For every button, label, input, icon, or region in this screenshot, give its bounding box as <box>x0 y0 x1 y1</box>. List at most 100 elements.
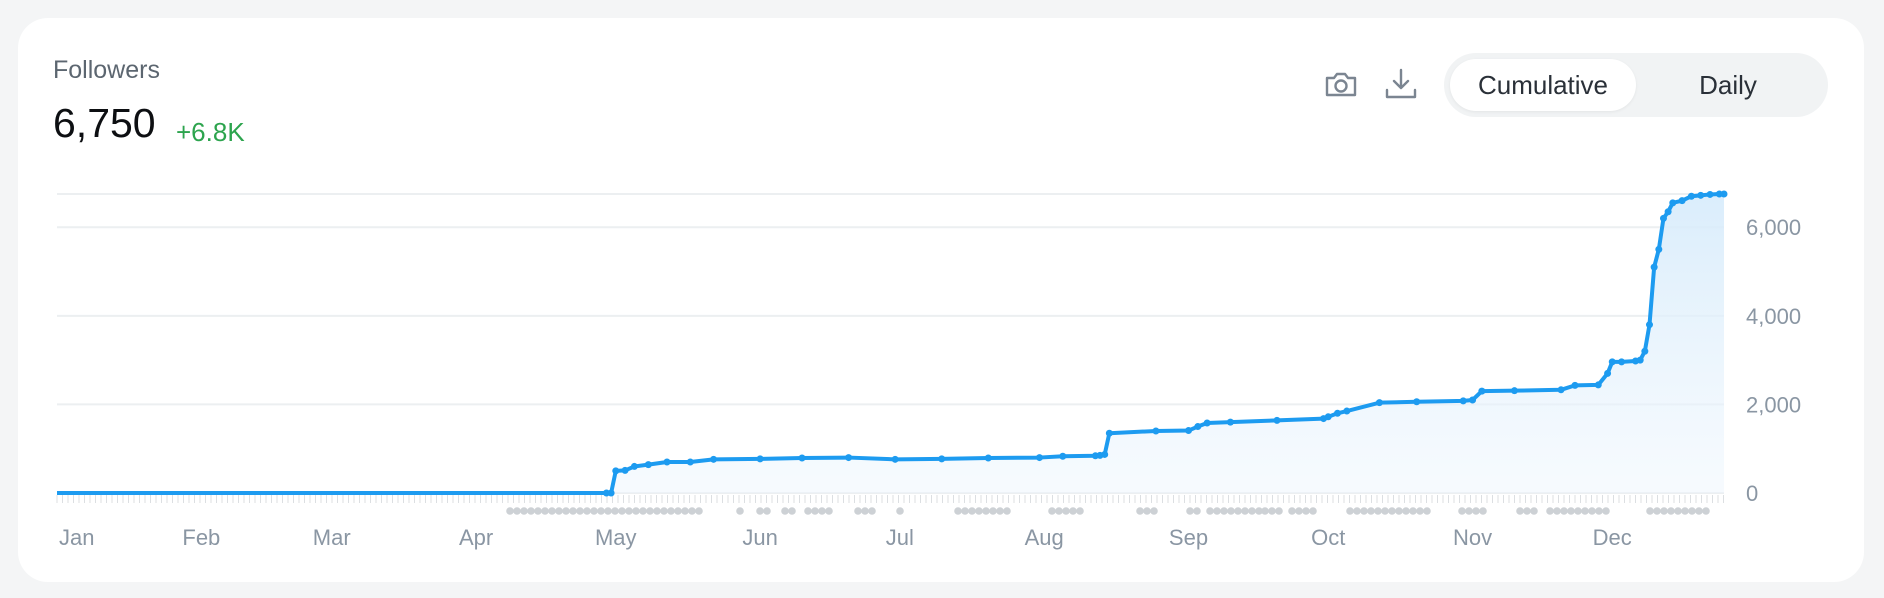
event-marker <box>1530 507 1538 515</box>
data-point <box>644 461 652 469</box>
data-point <box>1105 429 1113 437</box>
event-marker <box>1681 507 1689 515</box>
event-marker <box>1567 507 1575 515</box>
data-point <box>1334 409 1342 417</box>
x-tick-label: Aug <box>1025 525 1064 550</box>
data-point <box>1557 386 1565 394</box>
event-marker <box>548 507 556 515</box>
data-point <box>1697 191 1705 199</box>
event-marker <box>763 507 771 515</box>
event-marker <box>1581 507 1589 515</box>
data-point <box>1185 427 1193 435</box>
event-marker <box>1667 507 1675 515</box>
data-point <box>1478 387 1486 395</box>
event-marker <box>1402 507 1410 515</box>
event-marker <box>513 507 521 515</box>
event-marker <box>1465 507 1473 515</box>
event-marker <box>1388 507 1396 515</box>
event-marker <box>681 507 689 515</box>
event-marker <box>695 507 703 515</box>
event-marker <box>1302 507 1310 515</box>
event-marker <box>604 507 612 515</box>
data-point <box>663 458 671 466</box>
x-tick-label: Jul <box>886 525 914 550</box>
event-marker <box>1479 507 1487 515</box>
x-tick-label: Apr <box>459 525 493 550</box>
toggle-daily[interactable]: Daily <box>1699 70 1757 100</box>
event-marker <box>632 507 640 515</box>
event-marker <box>818 507 826 515</box>
event-marker <box>562 507 570 515</box>
event-marker <box>625 507 633 515</box>
event-marker <box>1588 507 1596 515</box>
metric-title: Followers <box>53 56 160 84</box>
event-marker <box>646 507 654 515</box>
x-tick-label: Dec <box>1593 525 1632 550</box>
event-marker <box>1261 507 1269 515</box>
event-marker <box>534 507 542 515</box>
event-marker <box>989 507 997 515</box>
event-marker <box>1516 507 1524 515</box>
event-marker <box>1220 507 1228 515</box>
event-marker <box>1143 507 1151 515</box>
event-marker <box>1660 507 1668 515</box>
data-point <box>1659 214 1667 222</box>
event-marker <box>1227 507 1235 515</box>
y-tick-label: 4,000 <box>1746 304 1801 329</box>
data-point <box>1059 452 1067 460</box>
event-marker <box>1560 507 1568 515</box>
data-point <box>1510 387 1518 395</box>
data-point <box>1203 419 1211 427</box>
event-marker <box>1695 507 1703 515</box>
view-toggle: Cumulative Daily <box>1444 53 1828 117</box>
event-marker <box>804 507 812 515</box>
screenshot-button[interactable] <box>1323 66 1359 102</box>
event-marker <box>1416 507 1424 515</box>
event-marker <box>597 507 605 515</box>
x-tick-label: Feb <box>182 525 220 550</box>
data-point <box>1226 418 1234 426</box>
event-marker <box>1295 507 1303 515</box>
data-point <box>938 455 946 463</box>
event-marker <box>1234 507 1242 515</box>
data-point <box>1594 381 1602 389</box>
camera-icon <box>1325 72 1357 97</box>
data-point <box>1604 369 1612 377</box>
event-marker <box>576 507 584 515</box>
event-marker <box>1674 507 1682 515</box>
event-marker <box>1688 507 1696 515</box>
download-button[interactable] <box>1383 66 1419 102</box>
toggle-cumulative[interactable]: Cumulative <box>1450 59 1636 111</box>
event-marker <box>861 507 869 515</box>
event-marker <box>811 507 819 515</box>
event-marker <box>1048 507 1056 515</box>
data-point <box>984 454 992 462</box>
event-marker <box>639 507 647 515</box>
event-marker <box>954 507 962 515</box>
download-icon <box>1385 68 1417 99</box>
data-point <box>1720 190 1728 198</box>
event-marker <box>1076 507 1084 515</box>
event-marker <box>781 507 789 515</box>
event-marker <box>1523 507 1531 515</box>
y-tick-label: 2,000 <box>1746 392 1801 417</box>
event-marker <box>1546 507 1554 515</box>
data-point <box>621 466 629 474</box>
event-marker <box>541 507 549 515</box>
data-point <box>1608 358 1616 366</box>
data-point <box>756 455 764 463</box>
event-marker <box>1353 507 1361 515</box>
event-marker <box>968 507 976 515</box>
event-marker <box>1346 507 1354 515</box>
event-marker <box>854 507 862 515</box>
event-marker <box>590 507 598 515</box>
event-marker <box>961 507 969 515</box>
x-tick-label: Mar <box>313 525 351 550</box>
event-marker <box>896 507 904 515</box>
event-marker <box>667 507 675 515</box>
event-marker <box>1646 507 1654 515</box>
event-marker <box>1150 507 1158 515</box>
event-marker <box>1595 507 1603 515</box>
y-tick-label: 0 <box>1746 481 1758 506</box>
